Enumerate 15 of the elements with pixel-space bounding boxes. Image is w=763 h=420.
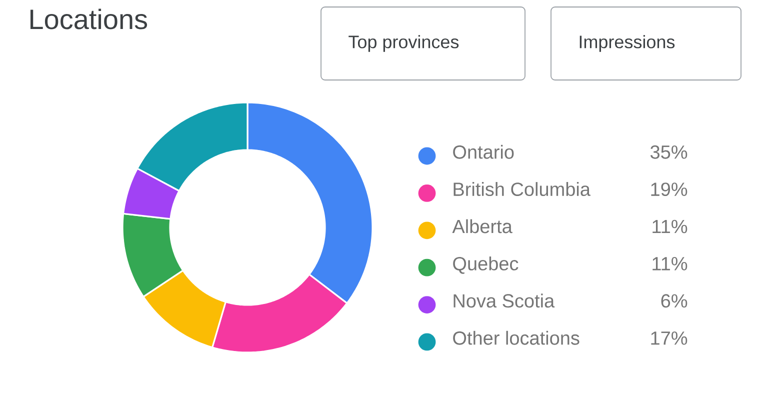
data-label: 35% [650,145,688,159]
text: Impressions [580,35,675,52]
legend-label: British Columbia [454,182,590,196]
data-label: 6% [661,294,688,308]
data-label: 17% [651,331,688,345]
chart-title: Locations [30,8,148,30]
legend-label: Nova Scotia [454,294,555,308]
data-label: 11% [652,257,688,270]
data-label: 11% [652,220,688,234]
legend-label: Alberta [452,219,512,234]
legend-label: Other locations [453,330,580,345]
legend-label: Ontario [453,144,514,159]
legend-label: Quebec [453,256,518,274]
data-label: 19% [651,182,688,196]
text: Top provinces [348,35,459,52]
